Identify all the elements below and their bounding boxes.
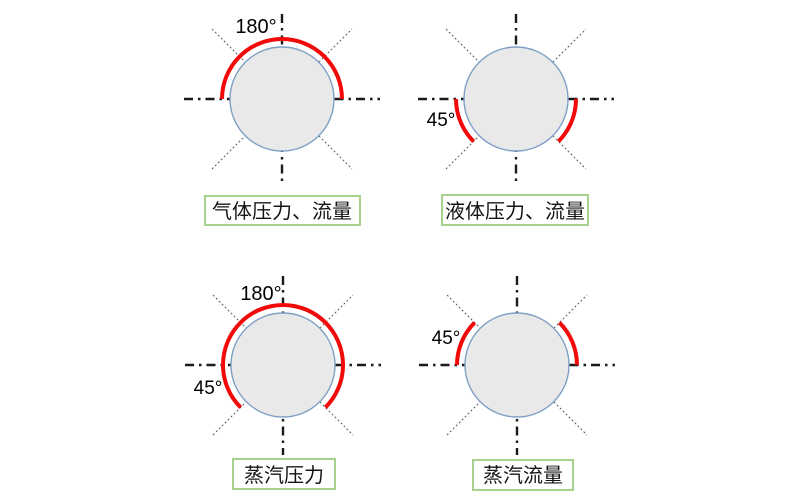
diagonal-line-sw-ne [445,28,587,170]
angle-label-45: 45° [194,378,223,399]
angle-arc-45-right [557,321,579,366]
diagram-liquid-pressure-flow: 45° 液体压力、流量 [418,14,614,226]
diagram-steam-pressure: 180° 45° 蒸汽压力 [185,276,381,490]
angle-arc-45-right [556,98,578,143]
diagram-steam-flow: 45° 蒸汽流量 [419,276,615,491]
diagonal-line-nw-se [445,28,587,170]
diagonal-line-sw-ne [212,294,354,436]
angle-arc-270 [221,302,345,409]
diagonal-line-nw-se [211,28,353,170]
caption-box [204,195,361,226]
diagonal-line-sw-ne [211,28,353,170]
caption-liquid-pressure-flow: 液体压力、流量 [445,200,585,223]
dial-circle [464,312,570,418]
dial-circle [230,312,336,418]
caption-steam-flow: 蒸汽流量 [483,464,563,487]
angle-arc-45-left [455,321,477,366]
angle-label-180: 180° [235,16,276,38]
diagonal-line-sw-ne [446,294,588,436]
angle-label-45: 45° [432,328,461,349]
caption-box [472,459,574,491]
diagonal-line-nw-se [446,294,588,436]
angle-label-180: 180° [240,283,281,305]
caption-box [232,458,336,490]
angle-arc-45-left [454,98,476,143]
caption-steam-pressure: 蒸汽压力 [244,464,324,487]
diagram-gas-pressure-flow: 180° 气体压力、流量 [184,14,380,226]
dial-circle [229,46,335,152]
angle-label-45: 45° [427,110,456,131]
caption-box [441,194,589,226]
diagonal-line-nw-se [212,294,354,436]
dial-circle [463,46,569,152]
angle-arc-180 [220,37,344,100]
caption-gas-pressure-flow: 气体压力、流量 [212,200,352,223]
